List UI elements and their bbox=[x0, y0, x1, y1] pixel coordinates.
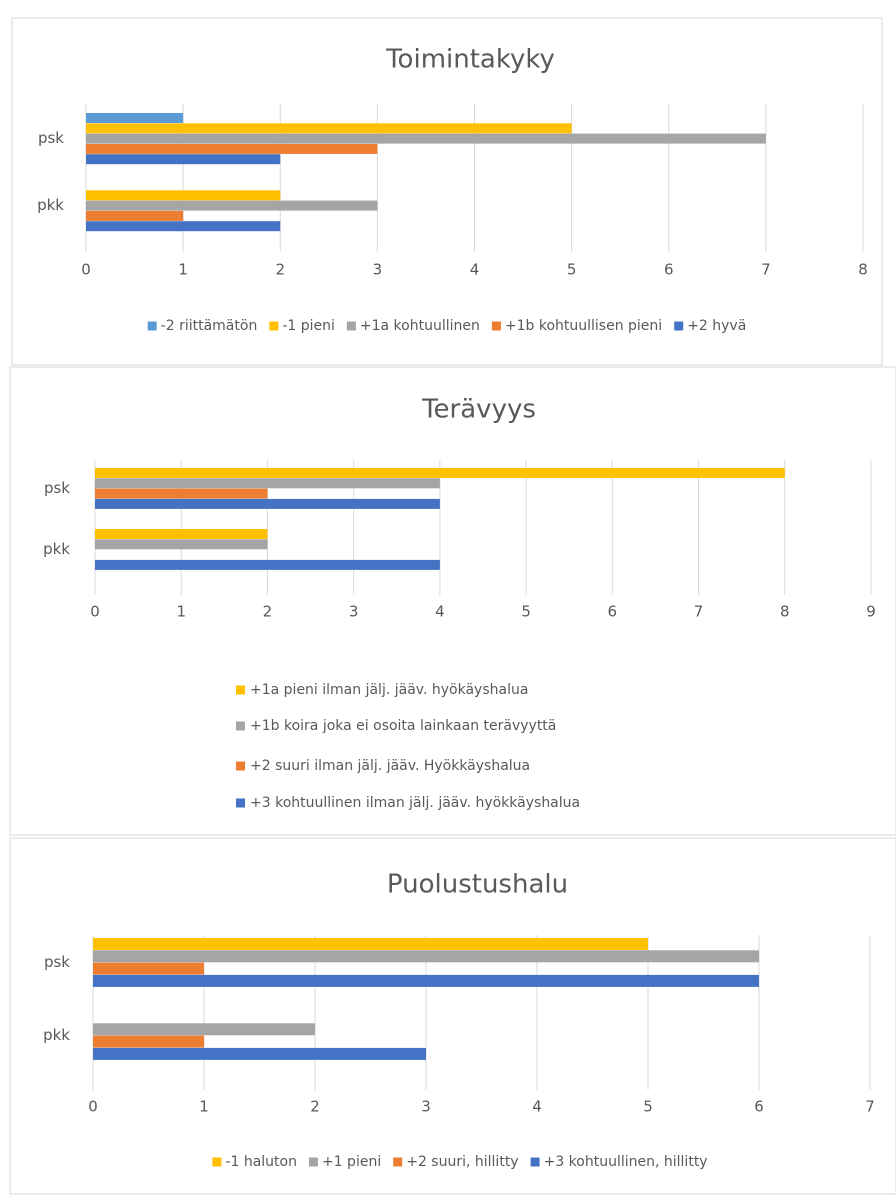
bar bbox=[86, 154, 281, 165]
bar bbox=[86, 123, 572, 134]
x-tick-label: 1 bbox=[178, 261, 188, 279]
bar bbox=[95, 559, 440, 570]
legend-label: +1a kohtuullinen bbox=[360, 318, 480, 334]
category-label: psk bbox=[44, 953, 70, 971]
x-tick-label: 5 bbox=[643, 1098, 653, 1116]
legend-swatch bbox=[308, 1157, 318, 1167]
bar bbox=[93, 1023, 315, 1036]
x-tick-label: 3 bbox=[421, 1098, 431, 1116]
legend-label: -1 haluton bbox=[225, 1154, 297, 1170]
x-tick-label: 1 bbox=[199, 1098, 209, 1116]
x-tick-label: 8 bbox=[780, 603, 790, 621]
bar bbox=[95, 498, 440, 509]
legend-swatch bbox=[674, 321, 684, 331]
legend-label: +2 suuri ilman jälj. jääv. Hyökkäyshalua bbox=[250, 758, 530, 774]
bar bbox=[95, 529, 268, 539]
bar bbox=[93, 962, 204, 975]
bar bbox=[95, 468, 785, 478]
category-label: pkk bbox=[43, 540, 70, 558]
x-tick-label: 3 bbox=[349, 603, 359, 621]
legend-label: +3 kohtuullinen, hillitty bbox=[544, 1154, 708, 1170]
bar bbox=[86, 210, 184, 221]
legend-label: +1b kohtuullisen pieni bbox=[505, 318, 662, 334]
bar bbox=[86, 221, 281, 232]
legend-label: +1b koira joka ei osoita lainkaan terävy… bbox=[250, 718, 556, 734]
bar bbox=[93, 938, 648, 950]
x-tick-label: 7 bbox=[761, 261, 771, 279]
x-tick-label: 2 bbox=[263, 603, 273, 621]
x-tick-label: 5 bbox=[521, 603, 531, 621]
legend-label: +1a pieni ilman jälj. jääv. hyökäyshalua bbox=[250, 682, 528, 698]
chart-title: Toimintakyky bbox=[385, 45, 555, 75]
panel bbox=[9, 366, 896, 836]
bar bbox=[93, 1047, 426, 1060]
x-tick-label: 3 bbox=[373, 261, 383, 279]
bar bbox=[95, 478, 440, 489]
category-label: psk bbox=[44, 479, 70, 497]
x-tick-label: 7 bbox=[694, 603, 704, 621]
panel bbox=[11, 17, 883, 366]
x-tick-label: 9 bbox=[866, 603, 876, 621]
legend-swatch bbox=[212, 1157, 222, 1167]
bar bbox=[86, 133, 766, 144]
bar bbox=[86, 143, 378, 154]
x-tick-label: 4 bbox=[435, 603, 445, 621]
legend-label: -2 riittämätön bbox=[161, 318, 258, 334]
x-tick-label: 4 bbox=[470, 261, 480, 279]
bar bbox=[93, 950, 759, 963]
bar bbox=[86, 113, 184, 123]
legend-label: +2 hyvä bbox=[687, 318, 746, 334]
bar bbox=[95, 488, 268, 499]
legend-swatch bbox=[147, 321, 157, 331]
legend-swatch bbox=[530, 1157, 540, 1167]
x-tick-label: 0 bbox=[81, 261, 91, 279]
legend-swatch bbox=[269, 321, 279, 331]
x-tick-label: 4 bbox=[532, 1098, 542, 1116]
x-tick-label: 5 bbox=[567, 261, 577, 279]
legend-swatch bbox=[491, 321, 501, 331]
chart-title: Puolustushalu bbox=[387, 870, 568, 900]
category-label: psk bbox=[38, 129, 64, 147]
bar bbox=[95, 539, 268, 550]
legend-label: +3 kohtuullinen ilman jälj. jääv. hyökkä… bbox=[250, 795, 580, 811]
legend-swatch bbox=[236, 761, 245, 771]
x-tick-label: 2 bbox=[310, 1098, 320, 1116]
legend-label: +1 pieni bbox=[322, 1154, 381, 1170]
legend-swatch bbox=[346, 321, 356, 331]
x-tick-label: 6 bbox=[608, 603, 618, 621]
legend-swatch bbox=[236, 721, 245, 731]
category-label: pkk bbox=[43, 1026, 70, 1044]
bar bbox=[86, 190, 281, 201]
legend-label: +2 suuri, hillitty bbox=[406, 1154, 518, 1170]
bar bbox=[93, 974, 759, 987]
x-tick-label: 2 bbox=[275, 261, 285, 279]
x-tick-label: 0 bbox=[90, 603, 100, 621]
category-label: pkk bbox=[37, 196, 64, 214]
x-tick-label: 6 bbox=[754, 1098, 764, 1116]
legend-swatch bbox=[236, 798, 245, 808]
x-tick-label: 0 bbox=[88, 1098, 98, 1116]
bar bbox=[93, 1035, 204, 1048]
chart-title: Terävyys bbox=[421, 395, 536, 425]
x-tick-label: 8 bbox=[858, 261, 868, 279]
panel bbox=[9, 837, 896, 1195]
x-tick-label: 6 bbox=[664, 261, 674, 279]
x-tick-label: 7 bbox=[865, 1098, 875, 1116]
legend-label: -1 pieni bbox=[282, 318, 335, 334]
legend-swatch bbox=[236, 685, 245, 695]
legend-swatch bbox=[393, 1157, 403, 1167]
bar bbox=[86, 200, 378, 211]
x-tick-label: 1 bbox=[176, 603, 186, 621]
